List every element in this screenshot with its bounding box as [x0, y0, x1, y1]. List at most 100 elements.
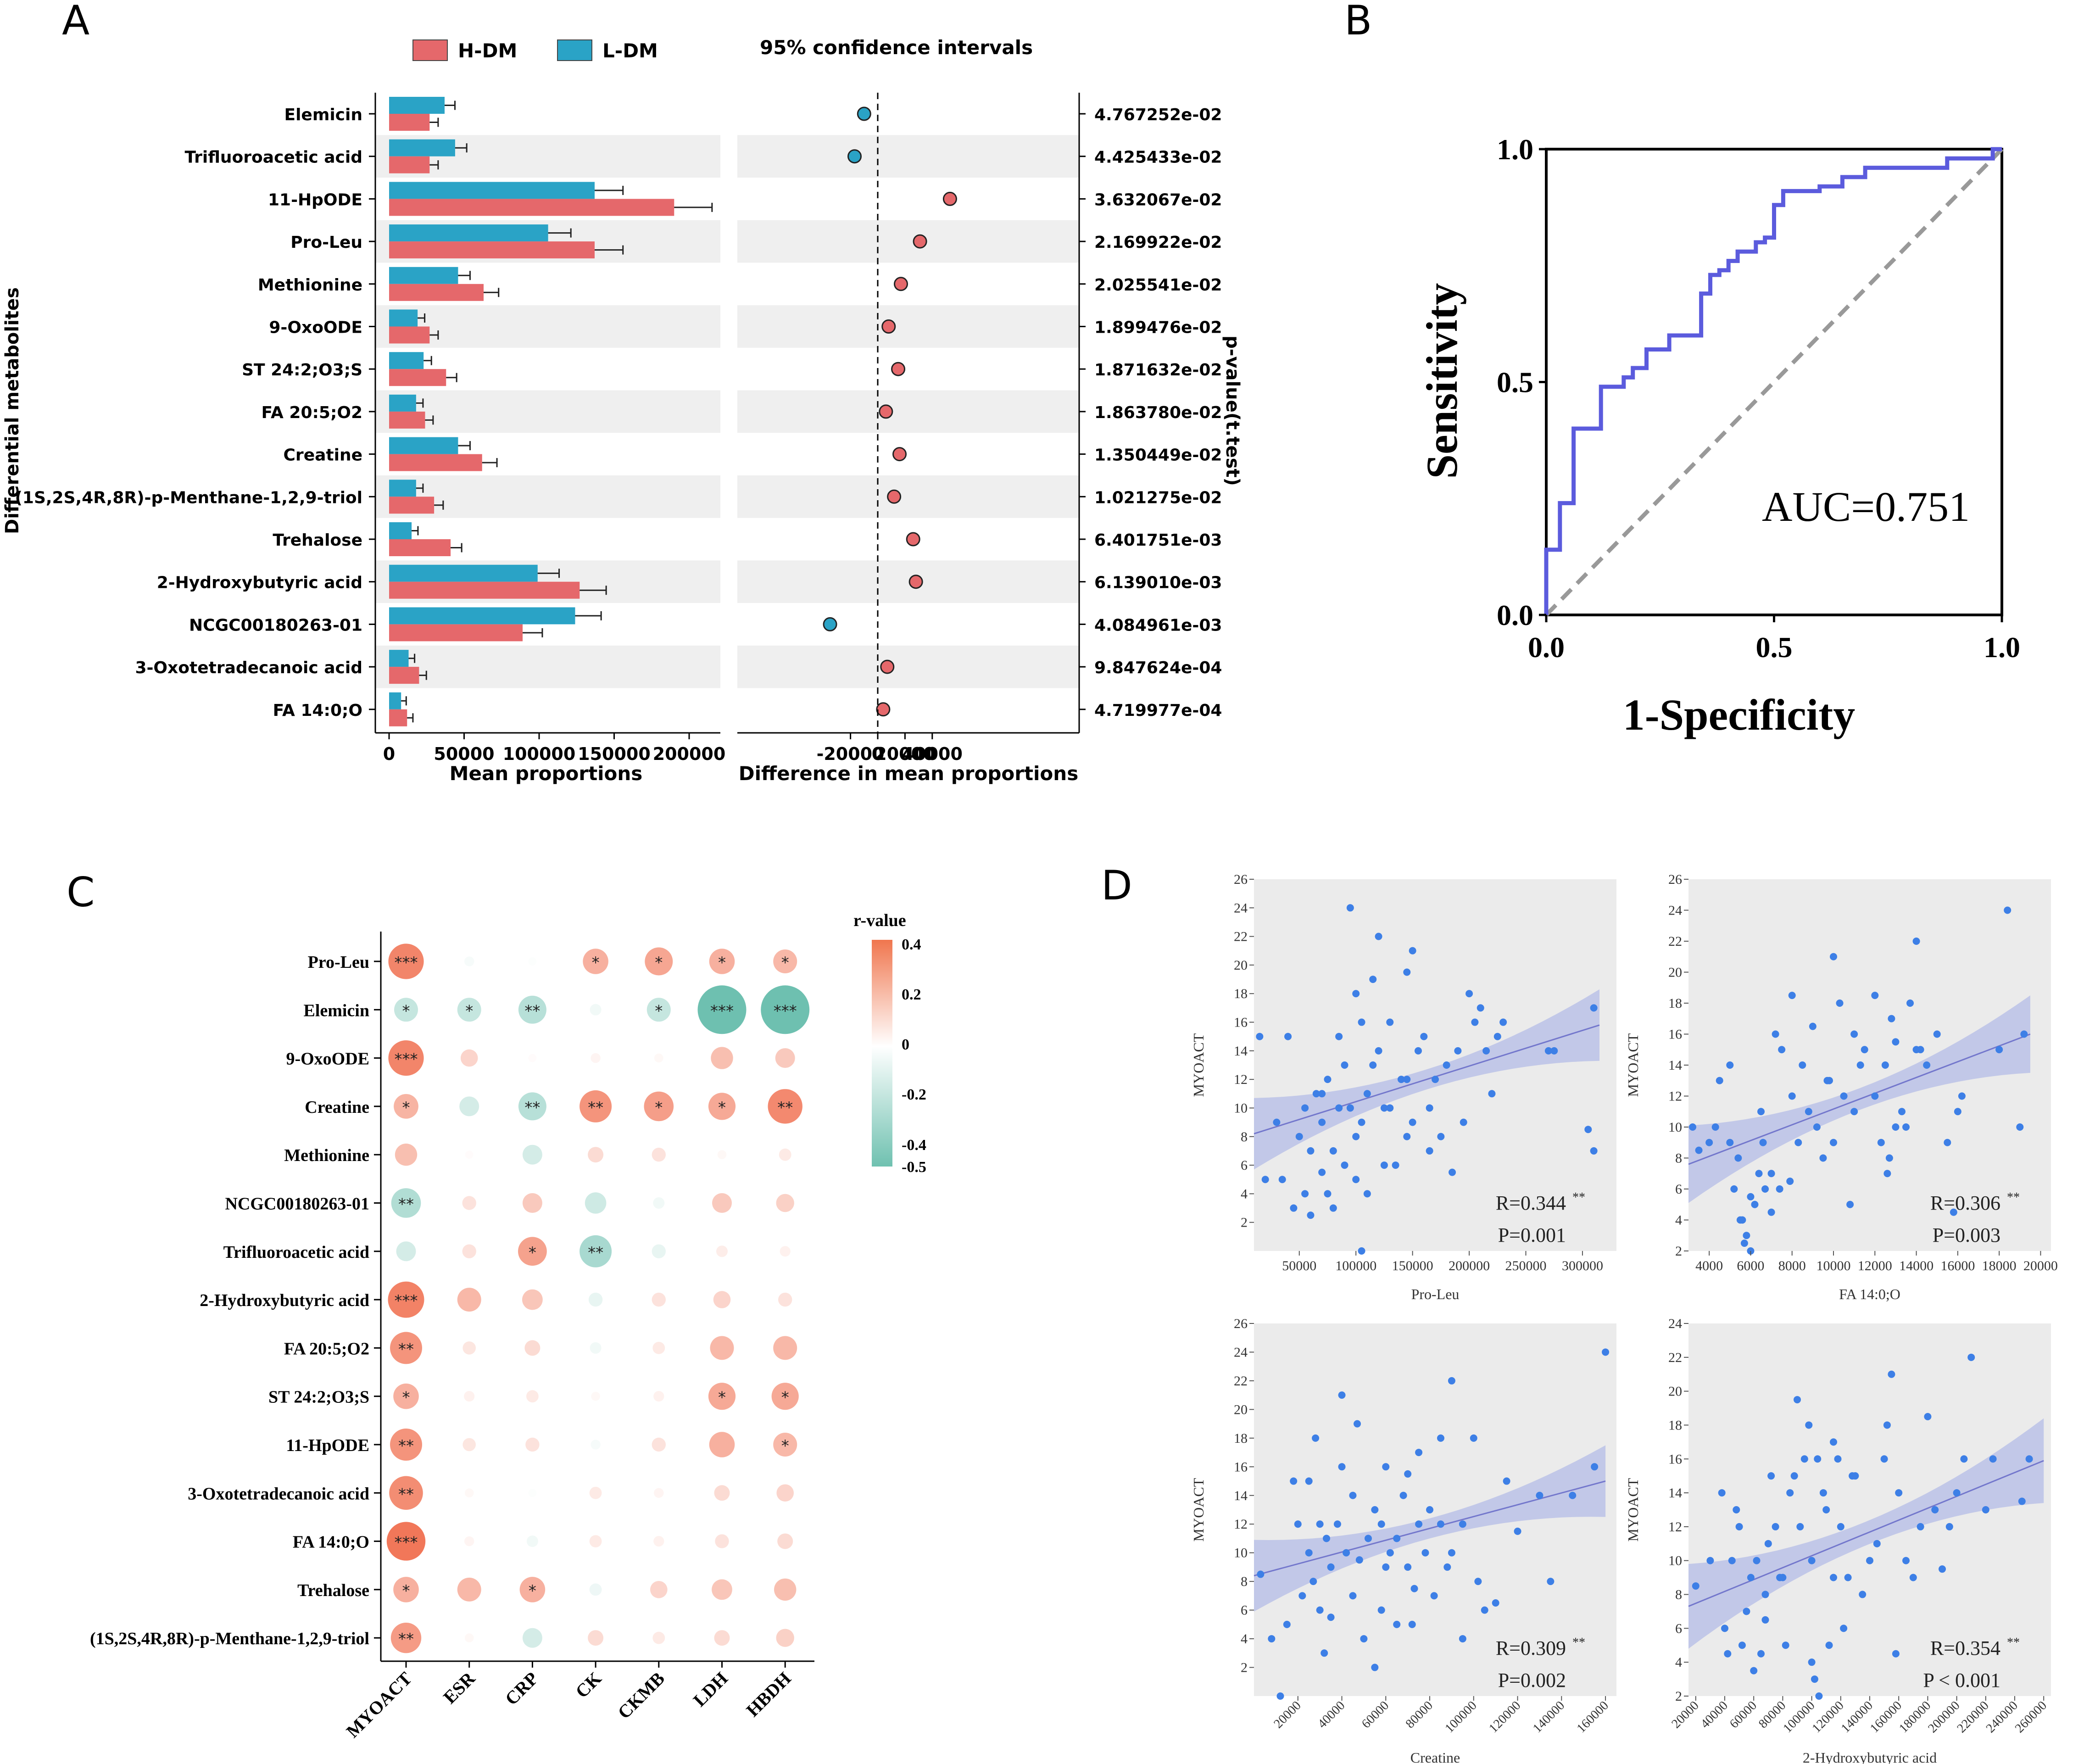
- scatter-point: [1757, 1108, 1765, 1116]
- scatter-point: [1323, 1535, 1330, 1542]
- scatter-point: [1734, 1154, 1742, 1162]
- sig-stars: *: [718, 1389, 726, 1407]
- corr-circle: [711, 1047, 733, 1069]
- scatter-point: [1830, 953, 1837, 960]
- corr-circle: [773, 949, 797, 973]
- colorbar-tick-label: 0: [902, 1036, 909, 1053]
- p-value-label: 6.139010e-03: [1094, 574, 1222, 592]
- scatter-y-tick-label: 14: [1234, 1044, 1248, 1059]
- ci-title: 95% confidence intervals: [760, 36, 1033, 59]
- scatter-point: [1327, 1613, 1335, 1621]
- corr-col-label: LDH: [689, 1668, 732, 1711]
- scatter-y-tick-label: 22: [1234, 929, 1248, 944]
- corr-row-label: Creatine: [305, 1098, 369, 1117]
- scatter-point: [1705, 1139, 1713, 1146]
- scatter-point: [1790, 1472, 1798, 1480]
- scatter-point: [1819, 1489, 1827, 1497]
- scatter-point: [2020, 1030, 2028, 1038]
- sig-stars: *: [529, 1244, 536, 1262]
- scatter-x-tick-label: 100000: [1335, 1258, 1376, 1273]
- corr-circle: [697, 985, 747, 1034]
- scatter-y-tick-label: 18: [1668, 1418, 1682, 1433]
- r-value-label: R=0.344: [1496, 1192, 1566, 1214]
- scatter-y-tick-label: 4: [1675, 1655, 1682, 1670]
- scatter-point: [1767, 1472, 1775, 1480]
- scatter-x-tick-label: 20000: [1669, 1698, 1701, 1731]
- colorbar-tick-label: -0.2: [902, 1086, 926, 1103]
- r-value-label: R=0.309: [1496, 1637, 1566, 1659]
- scatter-point: [1924, 1413, 1932, 1420]
- scatter-y-tick-label: 2: [1675, 1244, 1682, 1259]
- scatter-point: [1569, 1491, 1577, 1499]
- corr-circle: [652, 1631, 665, 1644]
- scatter-y-tick-label: 2: [1241, 1660, 1248, 1675]
- scatter-x-tick-label: 12000: [1858, 1258, 1892, 1273]
- scatter-x-tick-label: 200000: [1925, 1698, 1962, 1736]
- sig-stars: *: [402, 1099, 410, 1117]
- scatter-point: [1898, 1108, 1906, 1116]
- bar-ldm: [389, 522, 412, 539]
- roc-ylabel: Sensitivity: [1417, 283, 1466, 479]
- corr-circle: [464, 956, 474, 966]
- corr-circle: [580, 1090, 612, 1122]
- corr-circle: [776, 1629, 794, 1647]
- scatter-point: [1284, 1033, 1292, 1040]
- corr-circle: [708, 1093, 736, 1120]
- corr-circle: [518, 1237, 547, 1266]
- panel-a-letter: A: [62, 0, 89, 44]
- corr-col-label: HBDH: [742, 1668, 795, 1721]
- p-value-label: 1.350449e-02: [1094, 446, 1222, 465]
- corr-circle: [710, 1336, 734, 1360]
- corr-circle: [388, 1281, 424, 1318]
- diff-dot: [823, 617, 837, 631]
- bar-hdm: [389, 326, 430, 344]
- scatter-x-tick-label: 250000: [1505, 1258, 1547, 1273]
- p-value-label: 4.425433e-02: [1094, 148, 1222, 167]
- scatter-point: [1338, 1391, 1346, 1399]
- bar-hdm: [389, 539, 451, 556]
- scatter-point: [1923, 1061, 1931, 1069]
- right-x-tick-label: 20000: [875, 744, 935, 764]
- corr-circle: [390, 1623, 422, 1653]
- errorbar-hdm: [425, 415, 434, 425]
- scatter-point: [1492, 1599, 1499, 1607]
- diff-dot: [913, 234, 927, 249]
- scatter-point: [1363, 1190, 1371, 1198]
- scatter-point: [1716, 1077, 1723, 1084]
- corr-circle: [391, 1188, 421, 1218]
- corr-circle: [395, 1144, 418, 1166]
- errorbar-ldm: [444, 100, 456, 110]
- panel-b: B 0.00.0 0.5 0.5 1.0 1.0 AUC=0.751 1-Specifi…: [1344, 0, 2020, 739]
- scatter-point: [1602, 1348, 1610, 1356]
- scatter-point: [1346, 1104, 1354, 1112]
- bar-ldm: [389, 309, 418, 327]
- scatter-y-tick-label: 22: [1668, 1350, 1682, 1365]
- scatter-y-tick-label: 26: [1668, 872, 1682, 887]
- scatter-point: [1883, 1421, 1891, 1429]
- left-x-tick-label: 100000: [503, 744, 576, 764]
- scatter-point: [1840, 1624, 1848, 1632]
- bar-hdm: [389, 411, 425, 429]
- scatter-point: [1794, 1396, 1801, 1404]
- r-value-stars: **: [1572, 1190, 1585, 1205]
- corr-row-label: 9-OxoODE: [286, 1049, 369, 1069]
- errorbar-hdm: [429, 160, 439, 170]
- diff-dot: [876, 702, 891, 717]
- scatter-y-tick-label: 26: [1234, 872, 1248, 887]
- scatter-x-tick-label: 160000: [1574, 1698, 1611, 1736]
- row-stripe-right: [737, 135, 1079, 178]
- scatter-point: [1358, 1247, 1365, 1255]
- scatter-point: [1536, 1491, 1543, 1499]
- corr-col-label: CK: [571, 1668, 605, 1702]
- corr-circle: [390, 1332, 422, 1364]
- roc-x-tick-label: 1.0: [1984, 631, 2020, 664]
- scatter-point: [1409, 947, 1416, 955]
- scatter-point: [1873, 1540, 1881, 1547]
- scatter-point: [1305, 1549, 1313, 1557]
- corr-circle: [522, 1193, 542, 1213]
- panel-b-letter: B: [1344, 0, 1372, 44]
- scatter-x-tick-label: 60000: [1727, 1698, 1760, 1731]
- scatter-point: [1352, 1133, 1360, 1140]
- scatter-point: [1355, 1556, 1363, 1564]
